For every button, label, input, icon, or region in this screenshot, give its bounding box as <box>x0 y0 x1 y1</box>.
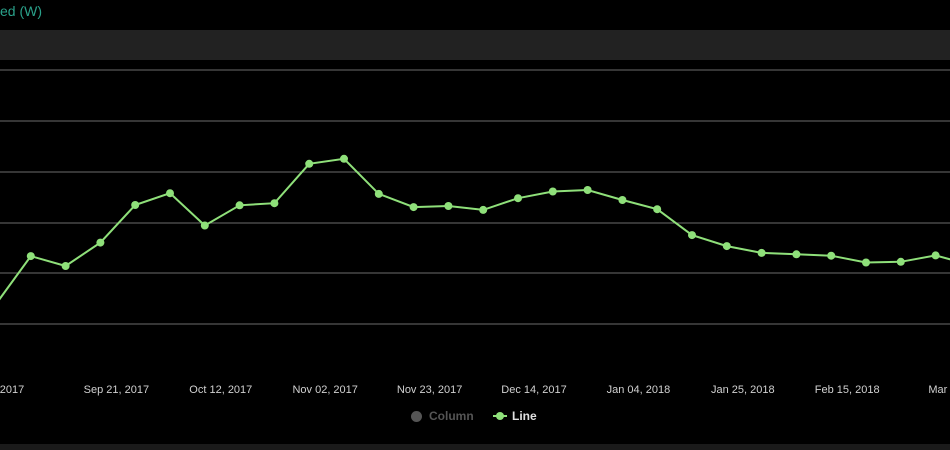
data-point-25[interactable] <box>862 258 870 267</box>
data-point-6[interactable] <box>200 221 209 230</box>
x-tick-label-7: Jan 25, 2018 <box>711 384 775 396</box>
series-line <box>0 157 950 301</box>
data-points <box>26 154 940 270</box>
x-tick-label-0: 2017 <box>0 384 24 396</box>
x-tick-label-4: Nov 23, 2017 <box>397 384 462 396</box>
data-point-12[interactable] <box>409 203 418 212</box>
bottom-strip <box>0 444 950 450</box>
data-point-7[interactable] <box>235 201 244 210</box>
data-point-26[interactable] <box>896 257 905 266</box>
line-chart: 2017 Sep 21, 2017 Oct 12, 2017 Nov 02, 2017… <box>0 69 950 396</box>
legend-item-line[interactable]: Line <box>493 409 537 423</box>
data-point-9[interactable] <box>305 159 314 168</box>
data-point-24[interactable] <box>827 251 836 260</box>
toolbar-strip <box>0 30 950 60</box>
x-tick-label-5: Dec 14, 2017 <box>501 384 566 396</box>
data-point-1[interactable] <box>26 252 35 261</box>
x-tick-label-8: Feb 15, 2018 <box>815 384 880 396</box>
data-point-4[interactable] <box>131 201 140 209</box>
legend-column-dot-icon <box>411 410 422 422</box>
data-point-14[interactable] <box>479 205 488 214</box>
data-point-11[interactable] <box>374 189 383 198</box>
x-tick-label-6: Jan 04, 2018 <box>607 384 671 396</box>
x-tick-label-2: Oct 12, 2017 <box>189 384 252 396</box>
x-tick-label-9: Mar 08, 2 <box>928 384 950 396</box>
data-point-10[interactable] <box>340 154 348 163</box>
legend-line-label: Line <box>512 409 537 423</box>
data-point-13[interactable] <box>444 202 453 210</box>
data-point-18[interactable] <box>618 196 627 204</box>
data-point-27[interactable] <box>931 251 940 260</box>
legend: Column Line <box>0 409 950 427</box>
data-point-22[interactable] <box>757 248 766 257</box>
x-tick-label-3: Nov 02, 2017 <box>292 384 357 396</box>
gridlines <box>0 69 950 325</box>
legend-item-column[interactable]: Column <box>411 409 474 423</box>
x-tick-label-1: Sep 21, 2017 <box>84 384 149 396</box>
data-point-15[interactable] <box>514 194 522 203</box>
data-point-20[interactable] <box>688 231 696 240</box>
data-point-17[interactable] <box>583 186 592 194</box>
data-point-3[interactable] <box>96 238 105 247</box>
data-point-21[interactable] <box>722 242 731 251</box>
data-point-16[interactable] <box>548 187 557 196</box>
data-point-2[interactable] <box>61 262 70 270</box>
legend-line-marker-icon <box>493 412 507 420</box>
data-point-8[interactable] <box>270 199 279 208</box>
x-axis-ticks: 2017 Sep 21, 2017 Oct 12, 2017 Nov 02, 2017… <box>0 384 950 396</box>
data-point-19[interactable] <box>653 205 662 214</box>
data-point-5[interactable] <box>166 189 174 198</box>
legend-column-label: Column <box>429 409 474 423</box>
chart-title: ed (W) <box>0 3 42 19</box>
data-point-23[interactable] <box>792 250 801 259</box>
